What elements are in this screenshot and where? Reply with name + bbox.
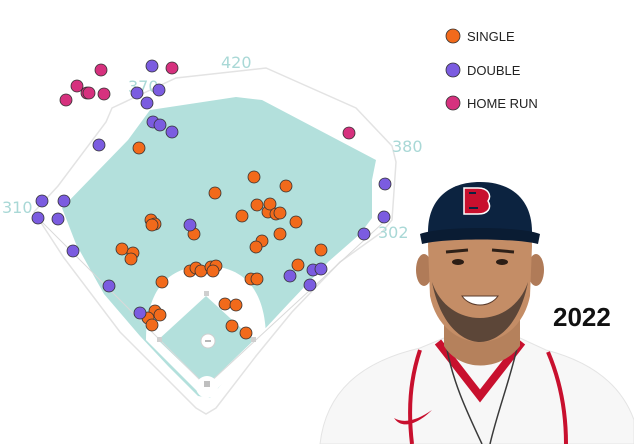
hit-point-single [314, 243, 328, 257]
hit-point-single [115, 242, 129, 256]
hit-point-single [273, 227, 287, 241]
hit-point-single [153, 308, 167, 322]
hit-point-home-run [59, 93, 73, 107]
hit-point-single [279, 179, 293, 193]
first-base [251, 337, 256, 342]
distance-label-380: 380 [392, 137, 423, 156]
hit-point-double [165, 125, 179, 139]
hit-point-single [250, 272, 264, 286]
jersey-collar [434, 339, 526, 403]
legend-label-double: DOUBLE [467, 63, 521, 78]
legend-label-home-run: HOME RUN [467, 96, 538, 111]
hit-point-single [145, 218, 159, 232]
hit-point-single [218, 297, 232, 311]
jersey-piping-left [408, 349, 422, 444]
player-ear-left [416, 254, 432, 286]
hit-point-double [153, 118, 167, 132]
jersey-piping-right [546, 351, 568, 444]
hit-point-double [145, 59, 159, 73]
legend-label-single: SINGLE [467, 29, 515, 44]
player-brow-right [491, 248, 515, 254]
hit-point-double [314, 262, 328, 276]
hit-point-double [31, 211, 45, 225]
hit-point-single [263, 197, 277, 211]
player-mouth [461, 295, 499, 306]
hit-point-home-run [70, 79, 84, 93]
hit-point-double [377, 210, 391, 224]
hit-point-single [273, 206, 287, 220]
hit-point-single [206, 264, 220, 278]
player-cap-brim [420, 228, 540, 244]
hit-point-double [152, 83, 166, 97]
hit-point-single [250, 198, 264, 212]
hit-point-home-run [342, 126, 356, 140]
player-face [428, 214, 532, 342]
hit-point-double [35, 194, 49, 208]
legend-marker-double [445, 62, 461, 78]
hit-point-single [291, 258, 305, 272]
player-beard [432, 282, 528, 342]
hit-point-home-run [165, 61, 179, 75]
hit-point-single [289, 215, 303, 229]
hit-point-double [92, 138, 106, 152]
hit-point-double [378, 177, 392, 191]
left-foul-line [37, 217, 207, 387]
player-photo [319, 182, 634, 444]
hit-point-double [283, 269, 297, 283]
player-ear-right [528, 254, 544, 286]
home-plate [204, 381, 210, 387]
swoosh-logo [394, 410, 432, 425]
hit-points-layer [31, 59, 392, 340]
hit-point-double [130, 86, 144, 100]
year-label: 2022 [553, 302, 611, 332]
hit-point-single [225, 319, 239, 333]
hit-point-double [57, 194, 71, 208]
right-foul-line [205, 219, 387, 387]
hit-point-double [183, 218, 197, 232]
hit-point-double [102, 279, 116, 293]
distance-label-420: 420 [221, 53, 252, 72]
hit-point-home-run [82, 86, 96, 100]
hit-point-double [133, 306, 147, 320]
hit-point-home-run [97, 87, 111, 101]
legend-marker-home-run [445, 95, 461, 111]
hit-point-single [249, 240, 263, 254]
player-eye-left [452, 259, 464, 265]
cap-b-logo [463, 187, 491, 215]
hit-point-single [235, 209, 249, 223]
hit-point-single [247, 170, 261, 184]
hit-point-single [132, 141, 146, 155]
hit-point-single [145, 318, 159, 332]
hit-point-home-run [94, 63, 108, 77]
hit-point-single [124, 252, 138, 266]
second-base [204, 291, 209, 296]
third-base [157, 337, 162, 342]
legend: SINGLE DOUBLE HOME RUN [445, 28, 538, 111]
hit-point-double [357, 227, 371, 241]
hit-point-double [51, 212, 65, 226]
outfield-grass [62, 97, 376, 398]
player-eye-right [496, 259, 508, 265]
necklace [445, 343, 519, 444]
player-brow-left [445, 248, 469, 254]
distance-label-302: 302 [378, 223, 409, 242]
hit-point-double [140, 96, 154, 110]
hit-point-single [208, 186, 222, 200]
hit-point-single [239, 326, 253, 340]
distance-label-310: 310 [2, 198, 33, 217]
hit-point-double [303, 278, 317, 292]
hit-point-double [66, 244, 80, 258]
legend-marker-single [445, 28, 461, 44]
hit-point-single [229, 298, 243, 312]
hit-point-single [155, 275, 169, 289]
